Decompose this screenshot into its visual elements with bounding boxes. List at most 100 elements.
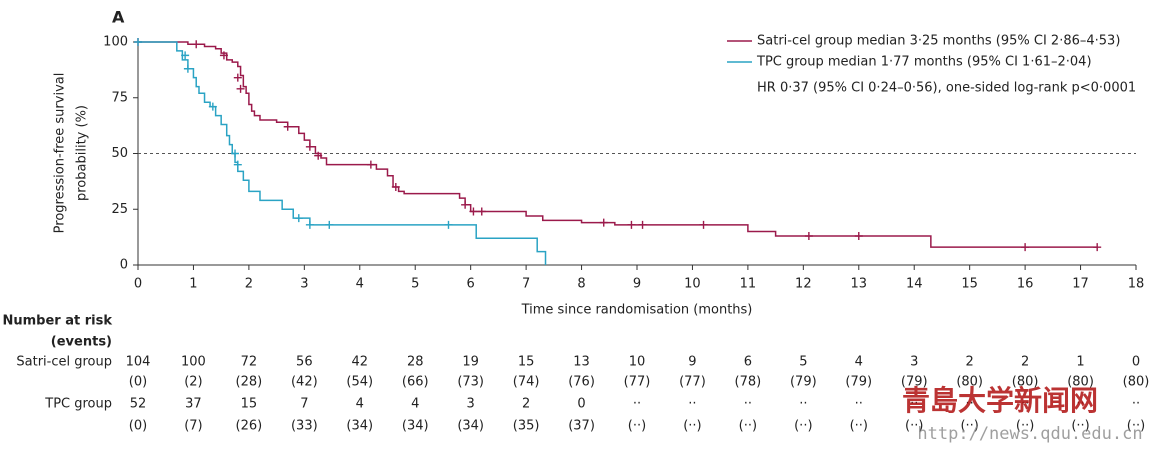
- censor-mark: [854, 232, 863, 241]
- x-tick-label: 15: [961, 277, 978, 292]
- censor-mark: [599, 218, 608, 227]
- risk-events: (0): [129, 419, 147, 434]
- risk-count: 37: [185, 397, 202, 412]
- risk-events: (··): [1016, 419, 1034, 434]
- risk-row-label: TPC group: [44, 397, 112, 412]
- y-tick-label: 75: [111, 90, 128, 105]
- risk-count: ··: [1076, 397, 1084, 412]
- risk-count: 56: [296, 355, 313, 370]
- risk-events: (7): [184, 419, 202, 434]
- risk-events: (79): [901, 375, 928, 390]
- risk-count: 5: [799, 355, 807, 370]
- risk-count: ··: [688, 397, 696, 412]
- censor-mark: [231, 149, 240, 158]
- risk-count: 72: [241, 355, 258, 370]
- x-tick-label: 13: [851, 277, 868, 292]
- y-axis-label: probability (%): [75, 105, 90, 201]
- x-tick-label: 9: [633, 277, 641, 292]
- x-tick-label: 11: [740, 277, 757, 292]
- risk-events: (77): [679, 375, 706, 390]
- risk-count: 6: [744, 355, 752, 370]
- risk-events: (0): [129, 375, 147, 390]
- censor-mark: [305, 220, 314, 229]
- risk-count: 1: [1076, 355, 1084, 370]
- risk-count: 0: [1132, 355, 1140, 370]
- risk-row-label: Satri-cel group: [16, 355, 112, 370]
- legend-label: TPC group median 1·77 months (95% CI 1·6…: [756, 55, 1092, 70]
- risk-events: (42): [291, 375, 318, 390]
- risk-count: 42: [352, 355, 369, 370]
- risk-events: (2): [184, 375, 202, 390]
- survival-curve: [138, 41, 1098, 248]
- x-tick-label: 10: [684, 277, 701, 292]
- risk-count: ··: [1021, 397, 1029, 412]
- y-tick-label: 25: [111, 202, 128, 217]
- risk-count: 15: [518, 355, 535, 370]
- censor-mark: [1093, 243, 1102, 252]
- risk-count: 0: [577, 397, 585, 412]
- risk-events: (··): [905, 419, 923, 434]
- risk-events: (80): [956, 375, 983, 390]
- risk-count: 2: [1021, 355, 1029, 370]
- censor-mark: [134, 38, 142, 46]
- censor-mark: [294, 214, 303, 223]
- risk-events: (66): [402, 375, 429, 390]
- risk-events: (76): [568, 375, 595, 390]
- censor-mark: [183, 64, 192, 73]
- x-tick-label: 4: [356, 277, 364, 292]
- risk-count: 3: [467, 397, 475, 412]
- risk-events: (34): [457, 419, 484, 434]
- risk-count: ··: [633, 397, 641, 412]
- risk-count: 13: [573, 355, 590, 370]
- risk-events: (··): [1127, 419, 1145, 434]
- censor-mark: [391, 182, 400, 191]
- risk-events: (35): [513, 419, 540, 434]
- risk-events: (··): [850, 419, 868, 434]
- x-tick-label: 17: [1072, 277, 1089, 292]
- risk-events: (37): [568, 419, 595, 434]
- risk-count: 4: [855, 355, 863, 370]
- risk-count: 3: [910, 355, 918, 370]
- risk-events: (··): [739, 419, 757, 434]
- risk-count: ··: [799, 397, 807, 412]
- x-tick-label: 5: [411, 277, 419, 292]
- risk-count: 15: [241, 397, 258, 412]
- risk-count: 19: [462, 355, 479, 370]
- risk-events: (74): [513, 375, 540, 390]
- risk-count: ··: [1132, 397, 1140, 412]
- watermark-url: http://news.qdu.edu.cn: [917, 424, 1142, 444]
- risk-events: (80): [1067, 375, 1094, 390]
- x-tick-label: 8: [577, 277, 585, 292]
- risk-events: (33): [291, 419, 318, 434]
- x-tick-label: 6: [467, 277, 475, 292]
- x-axis-label: Time since randomisation (months): [521, 303, 753, 318]
- y-tick-label: 50: [111, 146, 128, 161]
- risk-events: (··): [960, 419, 978, 434]
- risk-count: 52: [130, 397, 147, 412]
- risk-events: (78): [735, 375, 762, 390]
- censor-mark: [208, 102, 217, 111]
- risk-count: ··: [910, 397, 918, 412]
- risk-title: (events): [51, 335, 112, 350]
- risk-events: (28): [236, 375, 263, 390]
- y-axis-label: Progression-free survival: [53, 73, 68, 234]
- censor-mark: [219, 51, 228, 60]
- risk-count: 4: [411, 397, 419, 412]
- risk-count: 100: [181, 355, 206, 370]
- risk-events: (··): [1071, 419, 1089, 434]
- risk-count: 104: [126, 355, 151, 370]
- risk-count: 2: [966, 355, 974, 370]
- censor-mark: [236, 84, 245, 93]
- censor-mark: [233, 73, 242, 82]
- censor-mark: [627, 220, 636, 229]
- x-tick-label: 0: [134, 277, 142, 292]
- x-tick-label: 1: [189, 277, 197, 292]
- risk-events: (26): [236, 419, 263, 434]
- watermark: 青島大学新闻网: [902, 384, 1098, 417]
- risk-count: ··: [966, 397, 974, 412]
- x-tick-label: 12: [795, 277, 812, 292]
- x-tick-label: 14: [906, 277, 923, 292]
- risk-count: ··: [744, 397, 752, 412]
- censor-mark: [366, 160, 375, 169]
